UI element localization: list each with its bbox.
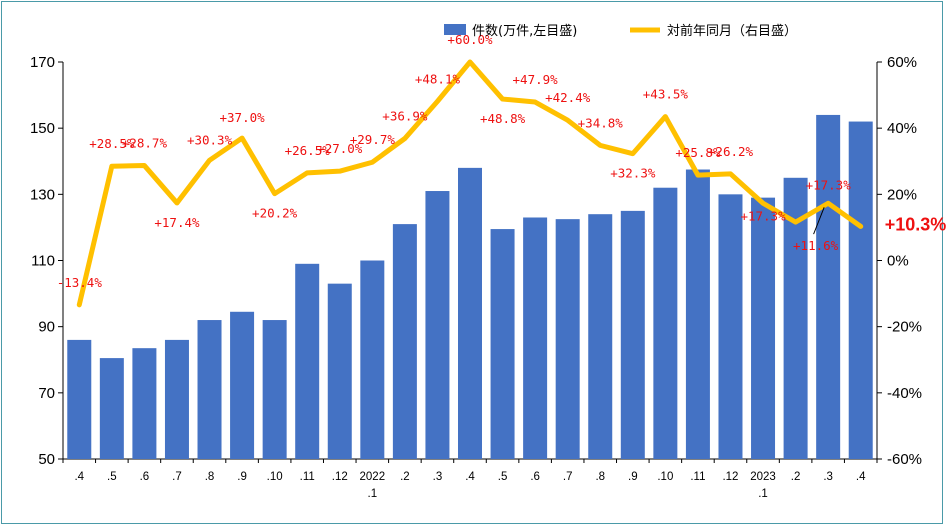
- x-tick-label: .10: [657, 471, 673, 483]
- x-tick-label: .1: [758, 488, 768, 500]
- left-tick-label: 90: [38, 319, 55, 336]
- x-tick-label: .5: [107, 471, 117, 483]
- x-tick-label: .5: [498, 471, 508, 483]
- data-label: +27.0%: [317, 141, 363, 156]
- data-label: +36.9%: [382, 108, 428, 123]
- data-label: +10.3%: [885, 214, 946, 234]
- data-label: +26.2%: [708, 144, 754, 159]
- data-label: +28.5%: [89, 136, 135, 151]
- label-leader-line: [813, 207, 825, 235]
- bar: [620, 210, 645, 459]
- data-label: +17.3%: [806, 177, 852, 192]
- data-label: +48.8%: [480, 111, 526, 126]
- bar: [458, 167, 482, 459]
- bar: [751, 197, 776, 459]
- data-label: +34.8%: [578, 115, 624, 130]
- yoy-line: [76, 59, 864, 308]
- x-tick-label: .4: [856, 471, 866, 483]
- x-tick-label: .3: [433, 471, 443, 483]
- x-tick-label: .8: [595, 471, 605, 483]
- x-tick-label: 2022: [360, 471, 386, 483]
- left-tick-label: 130: [30, 186, 55, 203]
- data-label: +29.7%: [350, 132, 396, 147]
- x-tick-label: .9: [628, 471, 638, 483]
- bar: [555, 219, 580, 459]
- bar: [99, 358, 124, 459]
- bar: [848, 121, 873, 460]
- data-label: +48.1%: [415, 71, 461, 86]
- x-tick-label: .12: [332, 471, 348, 483]
- bar: [588, 214, 613, 459]
- x-tick-label: .4: [74, 471, 84, 483]
- bar: [132, 348, 157, 459]
- data-label: +17.4%: [154, 215, 200, 230]
- legend-line-label: 対前年同月（右目盛）: [667, 23, 797, 39]
- bar: [783, 177, 808, 459]
- bar: [164, 339, 189, 459]
- x-tick-label: .7: [172, 471, 182, 483]
- left-tick-label: 70: [38, 385, 55, 402]
- left-tick-label: 170: [30, 54, 55, 71]
- right-tick-label: -40%: [887, 385, 922, 402]
- data-label: +60.0%: [447, 32, 493, 47]
- left-tick-label: 150: [30, 120, 55, 137]
- x-tick-label: .3: [823, 471, 833, 483]
- bar: [685, 169, 710, 460]
- data-label: +42.4%: [545, 90, 591, 105]
- x-tick-label: .9: [237, 471, 247, 483]
- legend-bar-label: 件数(万件,左目盛): [472, 24, 577, 39]
- x-tick-label: .8: [205, 471, 215, 483]
- bar: [360, 260, 385, 459]
- x-tick-label: .1: [368, 488, 378, 500]
- right-tick-label: -20%: [887, 319, 922, 336]
- x-tick-label: .12: [722, 471, 738, 483]
- bar: [718, 194, 743, 460]
- x-tick-label: .11: [690, 471, 705, 483]
- data-label: +37.0%: [220, 110, 266, 125]
- x-tick-label: 2023: [750, 471, 776, 483]
- data-label: +20.2%: [252, 206, 298, 221]
- data-label: +30.3%: [187, 132, 233, 147]
- bar: [523, 217, 548, 459]
- bar: [392, 224, 417, 459]
- data-label: +26.5%: [285, 143, 331, 158]
- bar: [425, 191, 450, 459]
- data-label: +28.7%: [122, 136, 168, 151]
- legend-bar-swatch: [444, 24, 466, 35]
- right-tick-label: 20%: [887, 186, 917, 203]
- x-tick-label: .7: [563, 471, 573, 483]
- x-tick-label: .2: [791, 471, 801, 483]
- data-label: +17.3%: [740, 208, 786, 223]
- data-label: +25.8%: [675, 145, 721, 160]
- x-tick-label: .4: [465, 471, 475, 483]
- x-tick-label: .10: [267, 471, 283, 483]
- bar: [262, 320, 287, 459]
- x-tick-label: .2: [400, 471, 410, 483]
- bar: [490, 229, 515, 459]
- right-tick-label: -60%: [887, 451, 922, 468]
- bar: [67, 339, 92, 459]
- bar: [816, 114, 841, 459]
- bar: [197, 320, 222, 459]
- bar: [230, 311, 255, 459]
- right-tick-label: 0%: [887, 253, 909, 270]
- bar: [295, 263, 320, 459]
- data-label: +32.3%: [610, 166, 656, 181]
- bar: [327, 283, 352, 459]
- x-tick-label: .6: [140, 471, 150, 483]
- right-tick-label: 60%: [887, 54, 917, 71]
- x-tick-label: .11: [300, 471, 315, 483]
- data-label: +43.5%: [643, 87, 689, 102]
- left-tick-label: 110: [31, 253, 55, 270]
- data-label: +47.9%: [513, 72, 559, 87]
- bar: [653, 187, 678, 459]
- data-label: +11.6%: [793, 238, 839, 253]
- data-label: -13.4%: [57, 275, 103, 290]
- x-tick-label: .6: [530, 471, 540, 483]
- right-tick-label: 40%: [887, 120, 917, 137]
- left-tick-label: 50: [38, 451, 55, 468]
